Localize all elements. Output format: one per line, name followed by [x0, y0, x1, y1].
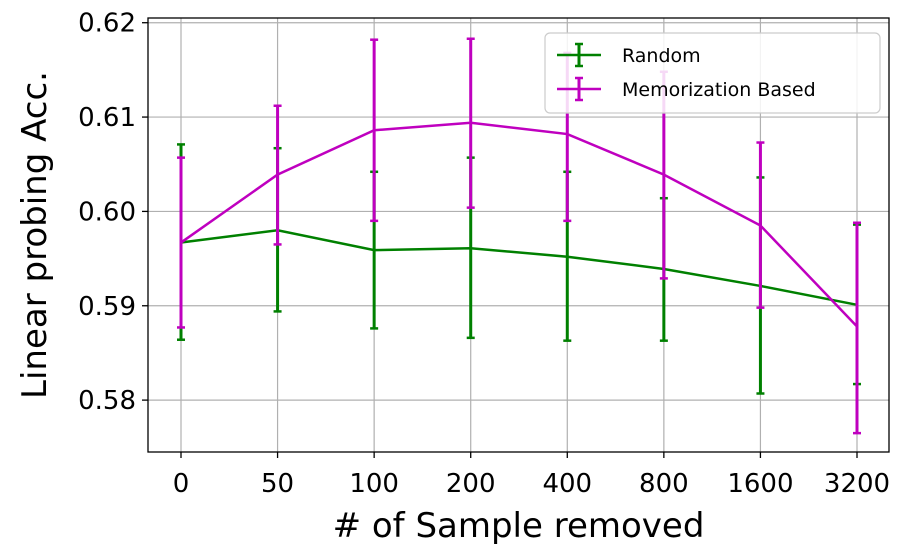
x-tick-label: 0: [173, 469, 190, 499]
y-tick-label: 0.61: [78, 103, 136, 133]
legend-item: Memorization Based: [557, 76, 816, 102]
x-tick-label: 50: [261, 469, 294, 499]
y-tick-label: 0.62: [78, 9, 136, 39]
y-axis-label: Linear probing Acc.: [15, 71, 55, 399]
y-tick-label: 0.58: [78, 386, 136, 416]
series-2: [177, 37, 861, 435]
legend-label: Random: [622, 45, 701, 67]
x-tick-label: 1600: [727, 469, 793, 499]
x-tick-label: 800: [639, 469, 689, 499]
x-axis-label: # of Sample removed: [333, 506, 705, 546]
series-line: [180, 229, 858, 307]
legend-frame: [544, 32, 881, 114]
series-1: [177, 143, 861, 395]
x-tick-label: 100: [349, 469, 399, 499]
y-axis-ticks: 0.58 0.59 0.60 0.61 0.62: [78, 9, 148, 416]
series-group: [177, 37, 861, 435]
x-tick-label: 200: [446, 469, 496, 499]
series-line: [180, 121, 858, 328]
plot-area-frame: [147, 17, 890, 453]
legend: Random Memorization Based: [544, 32, 881, 114]
legend-item: Random: [557, 42, 701, 68]
x-tick-label: 400: [542, 469, 592, 499]
y-tick-label: 0.60: [78, 197, 136, 227]
x-tick-label: 3200: [824, 469, 890, 499]
y-tick-label: 0.59: [78, 292, 136, 322]
legend-label: Memorization Based: [622, 79, 816, 101]
x-axis-ticks: 0 50 100 200 400 800 1600 3200: [173, 452, 890, 499]
